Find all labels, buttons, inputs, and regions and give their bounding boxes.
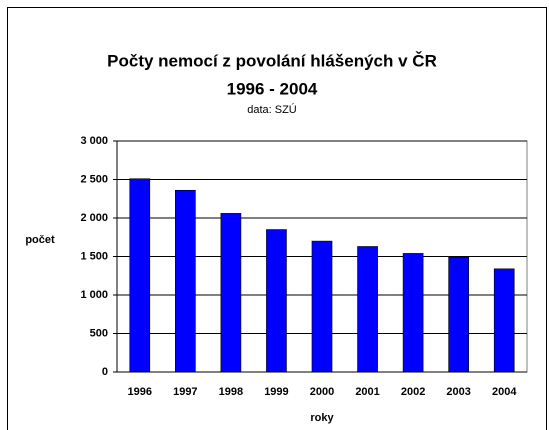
x-tick-label: 1998 — [219, 386, 243, 398]
x-tick-label: 2004 — [492, 386, 517, 398]
bar — [357, 246, 378, 373]
bar — [129, 178, 151, 373]
y-axis-label: počet — [25, 234, 55, 246]
chart-note: data: SZÚ — [247, 103, 297, 116]
chart-frame — [7, 7, 547, 430]
bar — [220, 213, 242, 373]
x-tick-label: 1997 — [173, 386, 197, 398]
chart-subtitle: 1996 - 2004 — [227, 79, 318, 98]
y-tick-label: 0 — [102, 366, 108, 378]
x-axis-label: roky — [310, 412, 334, 424]
bar — [175, 189, 196, 373]
y-tick-label: 1 000 — [80, 289, 108, 301]
y-tick-label: 2 000 — [80, 212, 108, 224]
chart-title: Počty nemocí z povolání hlášených v ČR — [107, 51, 437, 70]
y-tick-label: 500 — [90, 327, 108, 339]
x-tick-label: 1996 — [128, 386, 152, 398]
y-tick-label: 2 500 — [80, 173, 108, 185]
x-tick-label: 2001 — [355, 386, 379, 398]
bar — [311, 240, 333, 373]
bar — [402, 253, 424, 373]
y-tick-label: 1 500 — [80, 250, 108, 262]
bar — [266, 229, 287, 373]
x-tick-label: 2000 — [310, 386, 334, 398]
x-tick-label: 2002 — [401, 386, 425, 398]
x-tick-label: 1999 — [264, 386, 288, 398]
y-tick-label: 3 000 — [80, 135, 108, 147]
bar — [448, 256, 469, 373]
bar — [493, 268, 515, 373]
x-tick-label: 2003 — [446, 386, 470, 398]
